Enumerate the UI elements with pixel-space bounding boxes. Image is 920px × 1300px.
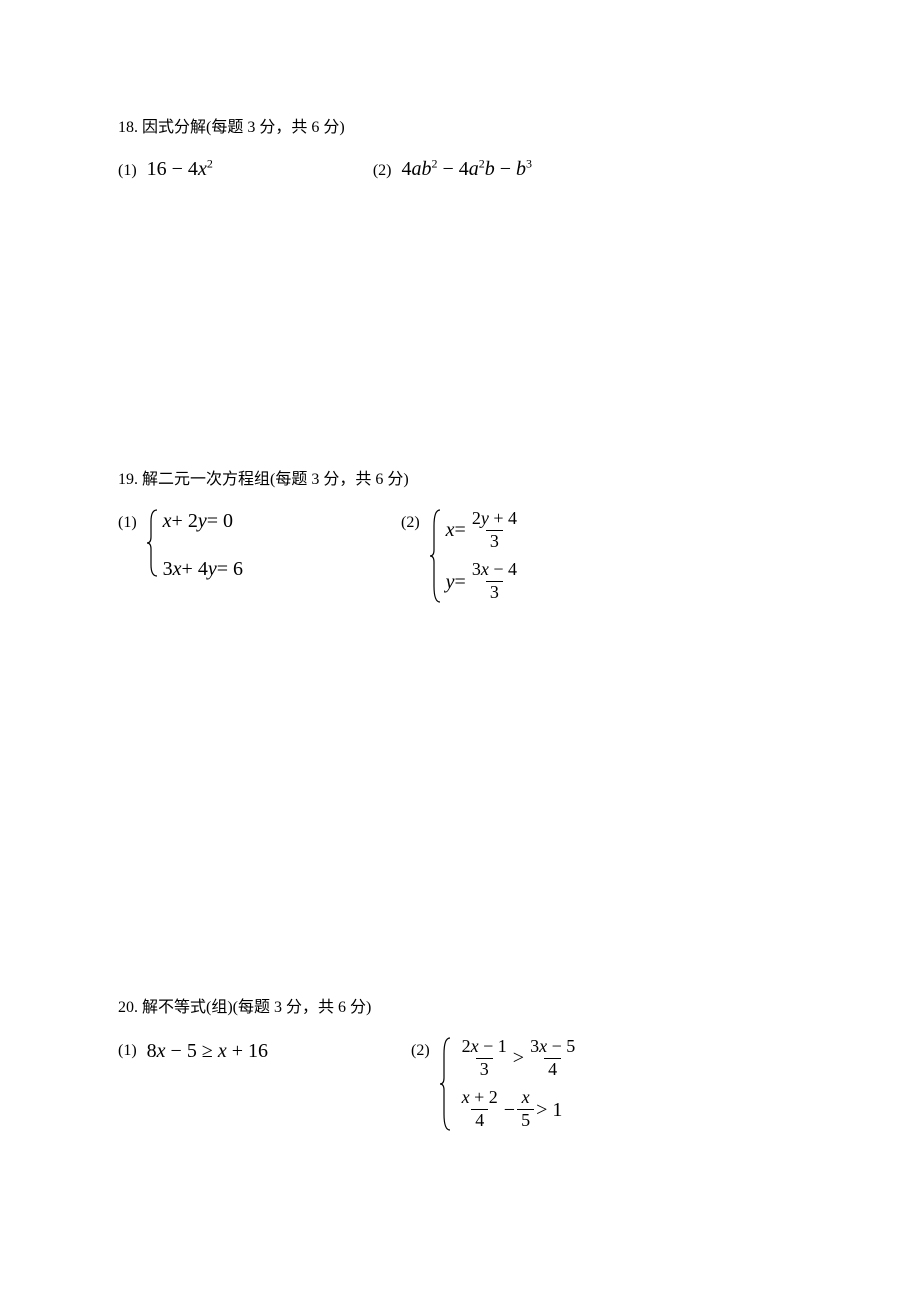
q18-sub2-expr: 4ab2 − 4a2b − b3 — [401, 157, 532, 181]
q18-sub1-label: (1) — [118, 157, 137, 185]
q20-sub2-label: (2) — [411, 1037, 430, 1065]
q20-title: 20. 解不等式(组)(每题 3 分，共 6 分) — [118, 993, 920, 1017]
q20-subrow: (1) 8x − 5 ≥ x + 16 (2) 2x − 13 > 3x − 5… — [118, 1037, 920, 1131]
system-line: x = 2y + 43 — [446, 509, 523, 552]
q19-sub1: (1) x + 2y = 0 3x + 4y = 6 — [118, 509, 243, 581]
q20-sub2-system: 2x − 13 > 3x − 54 x + 24 − x5 > 1 — [440, 1037, 582, 1131]
q18-subrow: (1) 16 − 4x2 (2) 4ab2 − 4a2b − b3 — [118, 157, 920, 185]
q19-sub2-label: (2) — [401, 509, 420, 537]
system-line: y = 3x − 43 — [446, 560, 523, 603]
q19-title: 19. 解二元一次方程组(每题 3 分，共 6 分) — [118, 465, 920, 489]
q20-sub1-label: (1) — [118, 1037, 137, 1065]
q19-sub2-system: x = 2y + 43 y = 3x − 43 — [430, 509, 523, 603]
system-line: x + 2y = 0 — [163, 509, 243, 533]
q19-sub1-label: (1) — [118, 509, 137, 537]
q20-sub1-expr: 8x − 5 ≥ x + 16 — [147, 1037, 268, 1065]
question-19: 19. 解二元一次方程组(每题 3 分，共 6 分) (1) x + 2y = … — [118, 465, 920, 603]
system-line: 2x − 13 > 3x − 54 — [456, 1037, 582, 1080]
question-18: 18. 因式分解(每题 3 分，共 6 分) (1) 16 − 4x2 (2) … — [118, 113, 920, 185]
q18-sub1-expr: 16 − 4x2 — [147, 157, 213, 181]
q19-sub2: (2) x = 2y + 43 y = 3x − 43 — [401, 509, 523, 603]
q19-subrow: (1) x + 2y = 0 3x + 4y = 6 (2) x = 2y + 4… — [118, 509, 920, 603]
q18-sub1: (1) 16 − 4x2 — [118, 157, 213, 185]
q19-sub1-system: x + 2y = 0 3x + 4y = 6 — [147, 509, 243, 581]
system-line: 3x + 4y = 6 — [163, 557, 243, 581]
q18-sub2-label: (2) — [373, 157, 392, 185]
q18-title: 18. 因式分解(每题 3 分，共 6 分) — [118, 113, 920, 137]
q18-sub2: (2) 4ab2 − 4a2b − b3 — [373, 157, 532, 185]
question-20: 20. 解不等式(组)(每题 3 分，共 6 分) (1) 8x − 5 ≥ x… — [118, 993, 920, 1131]
q20-sub1: (1) 8x − 5 ≥ x + 16 — [118, 1037, 268, 1065]
q20-sub2: (2) 2x − 13 > 3x − 54 x + 24 − x5 > 1 — [411, 1037, 581, 1131]
system-line: x + 24 − x5 > 1 — [456, 1088, 582, 1131]
